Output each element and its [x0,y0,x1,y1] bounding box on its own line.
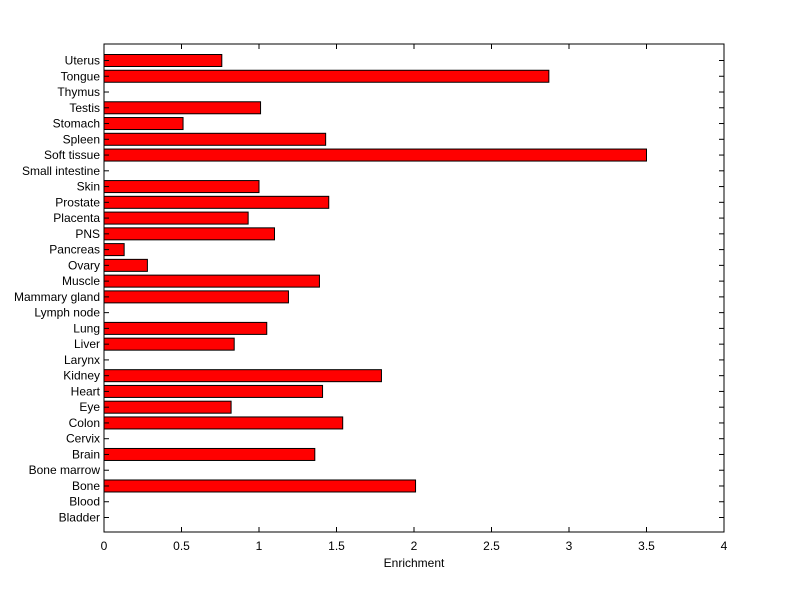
y-tick-label: Brain [72,447,100,461]
bar-prostate [103,195,330,209]
y-tick-label: Tongue [61,69,101,83]
bar-heart [103,384,324,398]
y-tick-label: Skin [77,180,100,194]
y-tick-label: Bladder [59,511,100,525]
y-tick-label: Kidney [63,369,100,383]
x-tick-label: 0 [101,539,108,553]
y-tick-label: Spleen [63,132,100,146]
y-tick-label: Colon [69,416,100,430]
x-tick-label: 2 [411,539,418,553]
y-tick-label: Lung [73,321,100,335]
bar-kidney [103,369,382,383]
x-tick-label: 3 [566,539,573,553]
bar-stomach [103,117,184,131]
bar-ovary [103,258,148,272]
y-tick-label: Cervix [66,432,100,446]
bar-colon [103,416,344,430]
y-tick-label: Larynx [64,353,100,367]
y-tick-label: Uterus [65,54,100,68]
bar-skin [103,180,260,194]
x-tick-label: 0.5 [173,539,190,553]
bar-lung [103,321,268,335]
y-tick-label: Placenta [53,211,100,225]
bar-bone [103,479,417,493]
y-tick-label: Stomach [53,117,100,131]
x-tick-label: 1 [256,539,263,553]
y-tick-label: Soft tissue [44,148,100,162]
y-tick-label: Blood [69,495,100,509]
x-tick-label: 1.5 [328,539,345,553]
bar-mammary-gland [103,290,289,304]
y-tick-label: Liver [74,337,100,351]
y-tick-label: Muscle [62,274,100,288]
x-axis: 0 0.5 1 1.5 2 2.5 3 3.5 4 [101,44,728,553]
bar-brain [103,447,316,461]
bars-group [103,54,647,493]
x-tick-label: 4 [721,539,728,553]
bar-liver [103,337,235,351]
x-tick-label: 2.5 [483,539,500,553]
y-tick-label: Ovary [68,258,100,272]
y-tick-label: PNS [75,227,100,241]
bar-uterus [103,54,223,67]
y-tick-label: Eye [79,400,100,414]
y-tick-label: Bone marrow [29,463,101,477]
y-tick-label: Small intestine [22,164,100,178]
bar-eye [103,400,232,414]
bar-placenta [103,211,249,225]
bar-soft-tissue [103,148,647,162]
y-tick-label: Mammary gland [14,290,100,304]
y-tick-label: Thymus [57,85,100,99]
bar-tongue [103,69,550,83]
bar-pns [103,227,275,241]
bar-spleen [103,132,327,146]
y-tick-label: Lymph node [34,306,100,320]
x-tick-label: 3.5 [638,539,655,553]
bar-testis [103,101,262,115]
y-tick-label: Bone [72,479,100,493]
y-tick-label: Prostate [55,195,100,209]
y-tick-label: Heart [71,384,101,398]
x-axis-label: Enrichment [384,556,445,570]
y-tick-label: Pancreas [49,243,100,257]
y-tick-label: Testis [69,101,100,115]
bar-muscle [103,274,320,288]
